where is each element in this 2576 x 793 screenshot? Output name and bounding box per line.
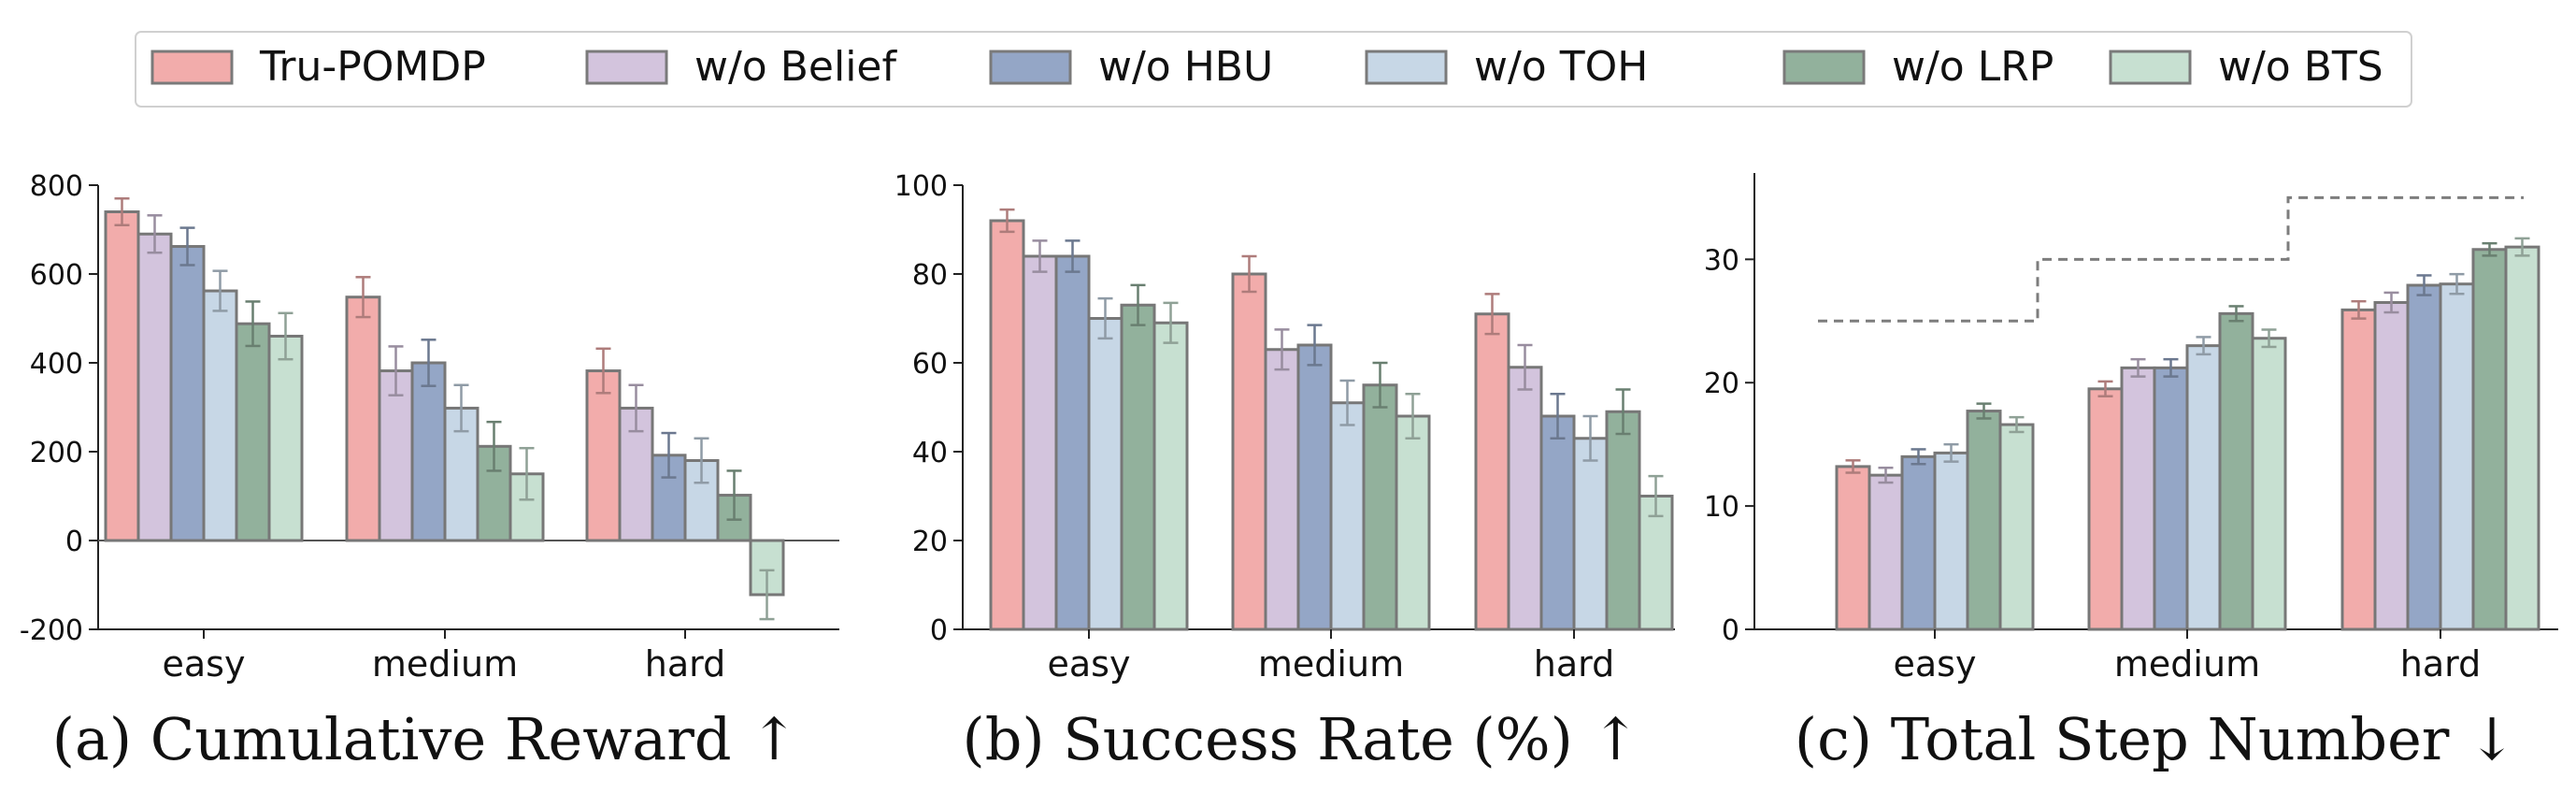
bar	[1539, 414, 1576, 631]
bar	[2218, 311, 2254, 631]
panel-success-rate: 0 20 40 60 80 100 easy medium hard (b) Success Ra…	[894, 170, 1675, 773]
bar	[1507, 366, 1543, 631]
x-tick-label: medium	[1258, 643, 1404, 685]
y-tick-label: 40	[912, 437, 948, 469]
legend-swatch	[1782, 50, 1866, 85]
bar	[1835, 465, 1871, 631]
legend-label: w/o TOH	[1474, 43, 1648, 91]
legend-label: w/o BTS	[2218, 43, 2383, 91]
bar	[410, 361, 447, 542]
bar	[1264, 348, 1300, 631]
x-tick-label: hard	[645, 643, 725, 685]
x-tick-label: medium	[372, 643, 518, 685]
x-tick-label: easy	[163, 643, 246, 685]
bar	[1329, 401, 1366, 631]
panel-total-step-number: 0 10 20 30 easy medium hard (c) Total Step Numb…	[1704, 173, 2558, 773]
x-tick-label: easy	[1048, 643, 1131, 685]
bar	[2471, 248, 2508, 631]
bar	[1966, 410, 2002, 631]
y-tick-label: 200	[30, 437, 83, 469]
bar	[1395, 414, 1431, 631]
bar	[1296, 343, 1333, 631]
bar	[989, 219, 1025, 631]
legend-swatch	[1365, 50, 1448, 85]
bar	[2120, 366, 2156, 631]
y-tick-label: 600	[30, 259, 83, 292]
y-tick-label: 0	[65, 526, 83, 558]
legend-label: w/o Belief	[694, 43, 897, 91]
bar	[2087, 387, 2124, 631]
bar	[136, 232, 173, 542]
bar	[1572, 437, 1609, 631]
bar	[2504, 245, 2540, 631]
bar	[378, 369, 414, 542]
bar	[267, 335, 304, 542]
y-tick-label: 80	[912, 259, 948, 292]
bar	[2373, 300, 2410, 631]
bar	[2340, 308, 2377, 631]
x-tick-label: medium	[2114, 643, 2260, 685]
y-tick-label: 30	[1704, 244, 1739, 277]
bar	[2251, 337, 2287, 631]
panel-cumulative-reward: -200 0 200 400 600 800 easy medium hard (a) Cumul…	[20, 170, 839, 773]
y-tick-label: 100	[894, 170, 948, 203]
bar	[1152, 321, 1189, 631]
y-tick-label: 20	[912, 526, 948, 558]
legend-swatch	[2109, 50, 2192, 85]
bar	[2439, 282, 2475, 631]
y-tick-label: 60	[912, 348, 948, 381]
bar	[104, 210, 140, 542]
bar	[1087, 317, 1123, 631]
bar	[1900, 454, 1937, 631]
step-limit-line	[1818, 195, 2524, 323]
legend-swatch	[989, 50, 1072, 85]
legend-swatch	[585, 50, 668, 85]
y-tick-label: 0	[930, 614, 948, 647]
y-tick-label: 20	[1704, 368, 1739, 400]
bar	[1231, 272, 1267, 631]
x-tick-label: hard	[2400, 643, 2481, 685]
x-tick-label: easy	[1894, 643, 1977, 685]
x-tick-label: hard	[1534, 643, 1614, 685]
bar	[2185, 344, 2222, 631]
y-tick-label: 10	[1704, 491, 1739, 524]
bar	[2153, 366, 2189, 631]
bar	[1120, 303, 1156, 631]
panel-caption: (a) Cumulative Reward ↑	[52, 705, 799, 773]
bar	[585, 369, 622, 542]
bar	[1022, 254, 1058, 631]
y-tick-label: -200	[20, 614, 83, 647]
bar	[1605, 410, 1641, 631]
bar	[1362, 383, 1398, 631]
legend-label: w/o LRP	[1892, 43, 2054, 91]
panel-caption: (b) Success Rate (%) ↑	[963, 705, 1640, 773]
legend: Tru-POMDP w/o Belief w/o HBU w/o TOH w/o LRP…	[135, 31, 2412, 108]
bar	[345, 296, 381, 542]
legend-label: Tru-POMDP	[259, 43, 486, 91]
legend-label: w/o HBU	[1098, 43, 1273, 91]
bar	[2406, 283, 2442, 631]
legend-swatch	[150, 50, 234, 85]
y-tick-label: 800	[30, 170, 83, 203]
panel-caption: (c) Total Step Number ↓	[1795, 705, 2516, 773]
bar	[1474, 312, 1510, 631]
bar	[235, 322, 271, 542]
y-tick-label: 400	[30, 348, 83, 381]
y-tick-label: 0	[1722, 614, 1739, 647]
bar	[169, 245, 206, 542]
bar	[1933, 451, 1969, 631]
bar	[1054, 254, 1091, 631]
bar	[1868, 473, 1904, 631]
bar	[202, 289, 238, 542]
bar	[1998, 423, 2035, 631]
